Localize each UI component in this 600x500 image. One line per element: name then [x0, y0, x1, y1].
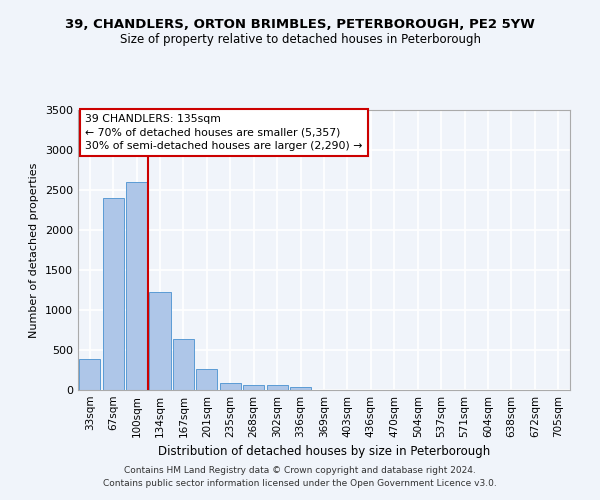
- Bar: [196, 369, 217, 390]
- Bar: [126, 182, 147, 390]
- Text: Contains HM Land Registry data © Crown copyright and database right 2024.
Contai: Contains HM Land Registry data © Crown c…: [103, 466, 497, 487]
- Text: 39 CHANDLERS: 135sqm
← 70% of detached houses are smaller (5,357)
30% of semi-de: 39 CHANDLERS: 135sqm ← 70% of detached h…: [85, 114, 363, 150]
- Bar: [290, 386, 311, 390]
- Bar: [266, 385, 287, 390]
- Bar: [103, 198, 124, 390]
- Text: 39, CHANDLERS, ORTON BRIMBLES, PETERBOROUGH, PE2 5YW: 39, CHANDLERS, ORTON BRIMBLES, PETERBORO…: [65, 18, 535, 30]
- Text: Size of property relative to detached houses in Peterborough: Size of property relative to detached ho…: [119, 32, 481, 46]
- Bar: [173, 339, 194, 390]
- Bar: [149, 292, 170, 390]
- Y-axis label: Number of detached properties: Number of detached properties: [29, 162, 40, 338]
- X-axis label: Distribution of detached houses by size in Peterborough: Distribution of detached houses by size …: [158, 446, 490, 458]
- Bar: [243, 385, 264, 390]
- Bar: [220, 383, 241, 390]
- Bar: [79, 359, 100, 390]
